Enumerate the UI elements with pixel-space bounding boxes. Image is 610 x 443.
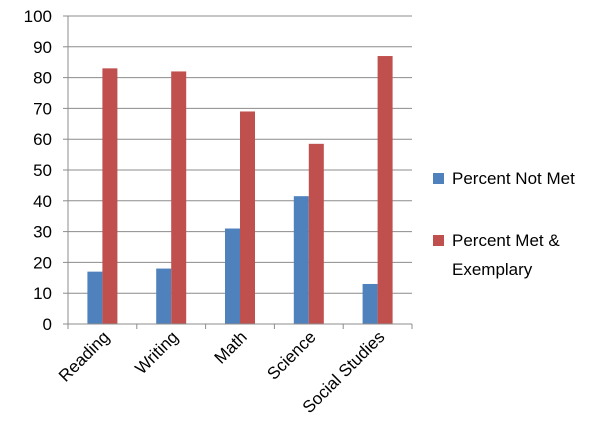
bar-met-exemplary [171, 71, 187, 324]
x-category-label: Reading [55, 327, 113, 385]
axes [67, 16, 413, 329]
legend-label: Percent Not Met [452, 169, 575, 188]
legend-swatch [433, 235, 444, 246]
x-category-label: Math [211, 327, 251, 367]
y-tick-label: 90 [33, 38, 52, 57]
bar-not-met [362, 283, 378, 324]
bar-met-exemplary [377, 56, 393, 324]
y-tick-label: 20 [33, 253, 52, 272]
y-tick-label: 50 [33, 161, 52, 180]
y-tick-label: 100 [24, 7, 52, 26]
bar-not-met [293, 196, 309, 324]
bar-met-exemplary [240, 111, 255, 324]
y-tick-label: 40 [33, 192, 52, 211]
y-tick-label: 30 [33, 223, 52, 242]
x-category-label: Writing [131, 327, 182, 378]
legend-label: Exemplary [452, 260, 533, 279]
y-tick-label: 70 [33, 99, 52, 118]
y-tick-label: 10 [33, 284, 52, 303]
bar-not-met [87, 271, 103, 324]
legend: Percent Not Met Percent Met & Exemplary [433, 169, 575, 279]
bar-met-exemplary [102, 68, 118, 324]
y-tick-label: 80 [33, 69, 52, 88]
legend-swatch [433, 173, 444, 184]
bar-met-exemplary [308, 143, 324, 324]
x-category-label: Science [263, 327, 319, 383]
bar-not-met [225, 228, 240, 324]
y-tick-label: 60 [33, 130, 52, 149]
bars [87, 56, 393, 324]
legend-label: Percent Met & [452, 231, 560, 250]
bar-not-met [156, 268, 172, 324]
y-tick-label: 0 [43, 315, 52, 334]
y-tick-labels: 0 10 20 30 40 50 60 70 80 90 100 [24, 7, 52, 334]
